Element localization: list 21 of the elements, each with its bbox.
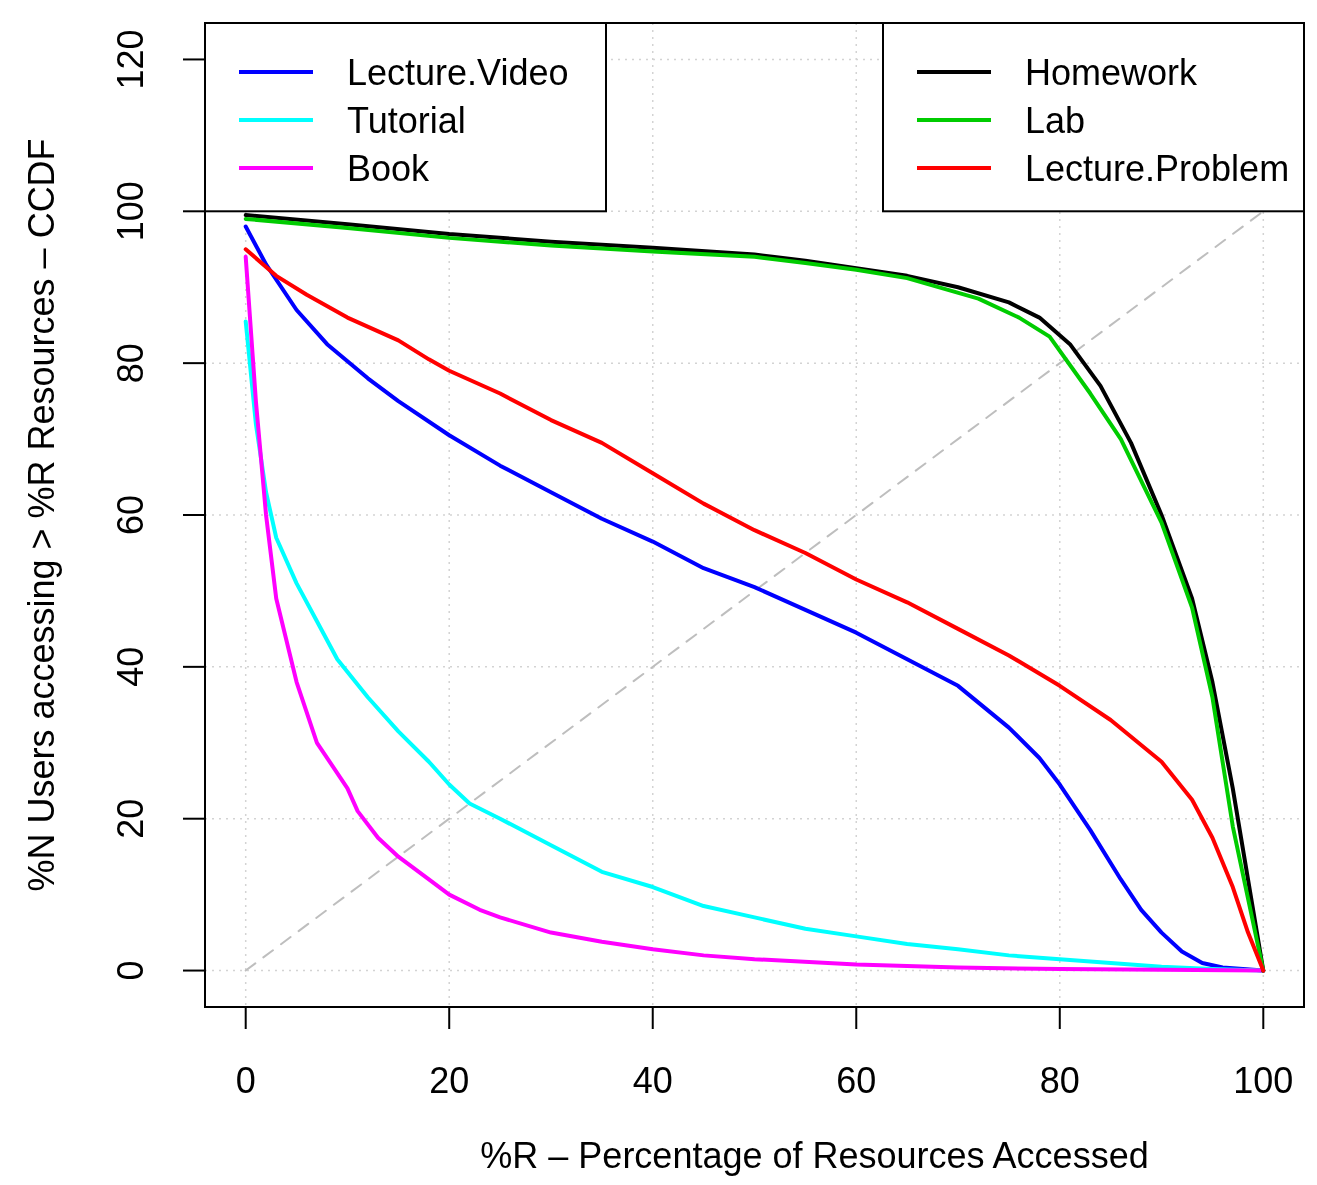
y-tick-label: 60	[110, 494, 151, 536]
x-tick-label: 60	[836, 1060, 877, 1101]
x-axis-title: %R – Percentage of Resources Accessed	[480, 1135, 1149, 1176]
legend-label: Lab	[1025, 99, 1086, 141]
legend-label: Lecture.Problem	[1025, 147, 1290, 189]
y-tick-label: 20	[110, 798, 151, 839]
x-tick-label: 0	[235, 1060, 256, 1101]
y-tick-label: 80	[110, 343, 151, 384]
x-tick-label: 20	[429, 1060, 470, 1101]
y-tick-label: 0	[110, 960, 151, 981]
legend-label: Tutorial	[347, 99, 466, 141]
y-tick-label: 120	[110, 29, 151, 90]
y-tick-label: 40	[110, 646, 151, 687]
x-tick-label: 80	[1039, 1060, 1080, 1101]
y-tick-label: 100	[110, 181, 151, 242]
x-tick-label: 100	[1233, 1060, 1294, 1101]
x-tick-label: 40	[632, 1060, 673, 1101]
y-axis-title: %N Users accessing > %R Resources – CCDF	[21, 138, 62, 892]
legend-label: Lecture.Video	[347, 51, 569, 93]
legend-label: Book	[347, 147, 431, 189]
legend-label: Homework	[1025, 51, 1199, 93]
